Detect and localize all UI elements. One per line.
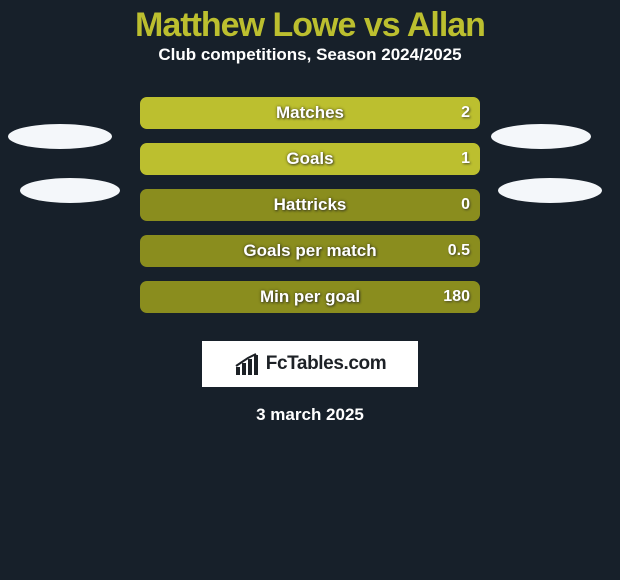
stat-bar: Min per goal180 xyxy=(140,281,480,313)
page-title: Matthew Lowe vs Allan xyxy=(0,0,620,45)
stat-bar-label: Hattricks xyxy=(140,189,480,221)
avatar-placeholder xyxy=(491,124,591,149)
avatar-placeholder xyxy=(20,178,120,203)
stat-bar-label: Goals xyxy=(140,143,480,175)
stat-bar: Hattricks0 xyxy=(140,189,480,221)
stat-bar: Goals per match0.5 xyxy=(140,235,480,267)
stat-bar-label: Goals per match xyxy=(140,235,480,267)
stat-bar-value: 0 xyxy=(461,189,470,221)
stats-bars: Matches2Goals1Hattricks0Goals per match0… xyxy=(140,97,480,313)
stat-bar: Matches2 xyxy=(140,97,480,129)
stat-bar-value: 0.5 xyxy=(448,235,470,267)
stat-bar-value: 180 xyxy=(443,281,470,313)
avatar-placeholder xyxy=(498,178,602,203)
stat-bar-label: Matches xyxy=(140,97,480,129)
avatar-placeholder xyxy=(8,124,112,149)
bar-line-chart-icon xyxy=(234,353,260,375)
date-label: 3 march 2025 xyxy=(0,405,620,425)
page-subtitle: Club competitions, Season 2024/2025 xyxy=(0,45,620,65)
site-logo: FcTables.com xyxy=(202,341,418,387)
stat-bar: Goals1 xyxy=(140,143,480,175)
stat-bar-value: 2 xyxy=(461,97,470,129)
stat-bar-label: Min per goal xyxy=(140,281,480,313)
stat-bar-value: 1 xyxy=(461,143,470,175)
site-logo-text: FcTables.com xyxy=(266,353,387,375)
